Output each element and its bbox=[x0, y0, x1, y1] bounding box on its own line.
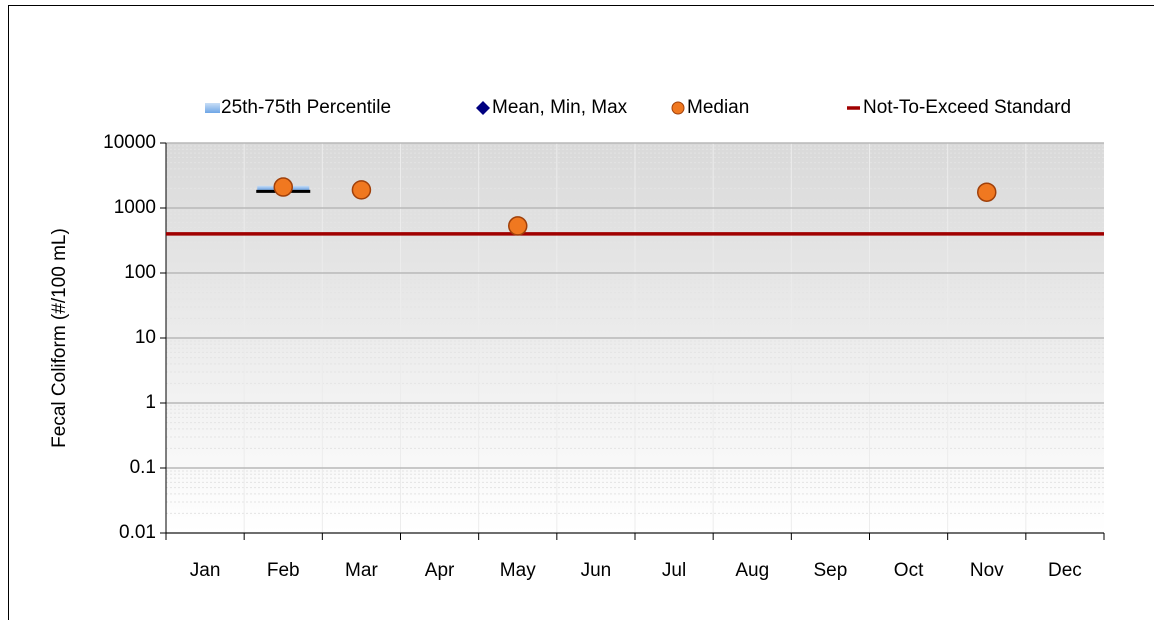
frame bbox=[8, 5, 1154, 620]
legend-label: Not-To-Exceed Standard bbox=[863, 97, 1071, 118]
y-tick-label: 1 bbox=[145, 392, 156, 413]
y-tick-label: 0.1 bbox=[130, 457, 156, 478]
x-tick-label: Dec bbox=[1048, 560, 1082, 581]
x-tick-label: Apr bbox=[425, 560, 455, 581]
x-tick-label: Jan bbox=[190, 560, 221, 581]
y-tick-label: 10 bbox=[135, 327, 156, 348]
x-tick-label: Nov bbox=[970, 560, 1004, 581]
median-marker bbox=[508, 216, 528, 236]
x-tick-label: Jul bbox=[662, 560, 686, 581]
legend-swatch bbox=[476, 101, 490, 115]
x-tick-label: Sep bbox=[814, 560, 848, 581]
median-marker bbox=[351, 180, 372, 200]
y-axis-label: Fecal Coliform (#/100 mL) bbox=[49, 228, 70, 448]
median-marker bbox=[977, 182, 997, 202]
legend-swatch bbox=[671, 101, 685, 115]
median-marker bbox=[273, 177, 293, 197]
x-tick-label: May bbox=[500, 560, 536, 581]
x-tick-label: Mar bbox=[345, 560, 378, 581]
x-tick-label: Feb bbox=[267, 560, 300, 581]
y-tick-label: 0.01 bbox=[119, 522, 156, 543]
x-tick-label: Oct bbox=[894, 560, 924, 581]
y-tick-label: 10000 bbox=[103, 132, 156, 153]
legend-swatch bbox=[205, 103, 220, 113]
x-tick-label: Jun bbox=[581, 560, 612, 581]
legend-label: 25th-75th Percentile bbox=[221, 97, 391, 118]
x-tick-label: Aug bbox=[735, 560, 769, 581]
legend-label: Median bbox=[687, 97, 749, 118]
y-tick-label: 100 bbox=[124, 262, 156, 283]
y-tick-label: 1000 bbox=[114, 197, 156, 218]
legend-label: Mean, Min, Max bbox=[492, 97, 628, 118]
